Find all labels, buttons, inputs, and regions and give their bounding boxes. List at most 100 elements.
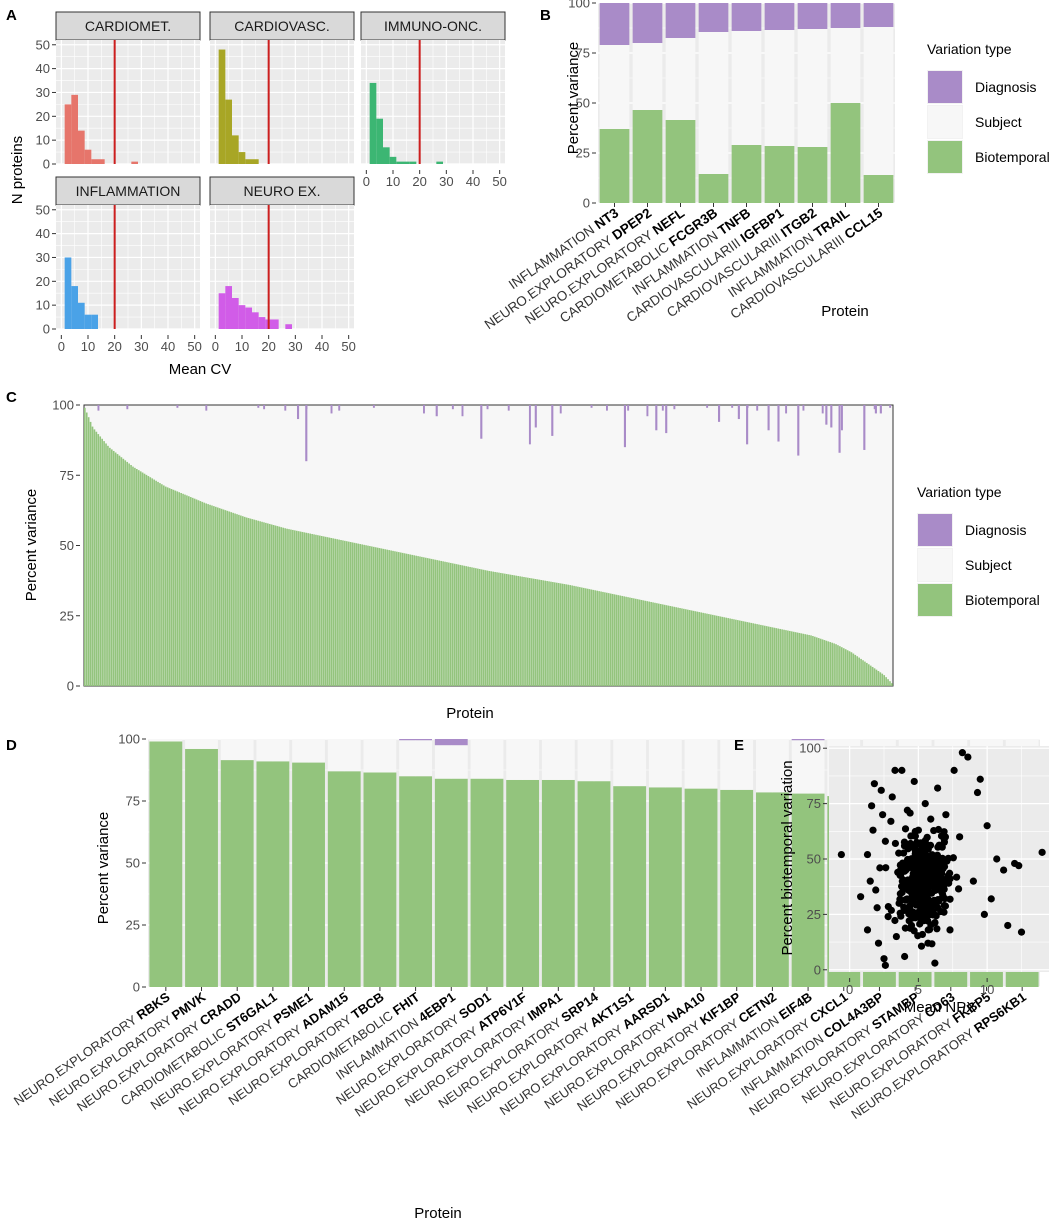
bar-biotemporal [405,553,408,686]
facet-strip [360,11,506,41]
bar-biotemporal [470,778,504,987]
bar-biotemporal [681,608,683,686]
bar-biotemporal [256,761,290,987]
scatter-point [896,890,904,898]
bar-biotemporal [95,431,98,686]
panel-label: B [540,7,551,24]
scatter-point [892,932,900,941]
bar-biotemporal [740,620,743,686]
bar-biotemporal [835,644,837,686]
bar-diagnosis [461,405,464,417]
bar-biotemporal [259,521,261,686]
scatter-point [945,879,953,887]
histogram-bar [84,149,92,164]
bar-biotemporal [424,557,427,686]
legend-key-biotemporal [918,584,952,616]
bar-biotemporal [490,571,493,686]
scatter-point [973,788,982,797]
bar-biotemporal [326,537,329,686]
bar-biotemporal [517,575,520,686]
bar-biotemporal [293,530,296,686]
bar-biotemporal [380,548,383,686]
scatter-point [837,850,845,859]
bar-biotemporal [617,595,620,686]
bar-biotemporal [846,650,849,686]
bar-diagnosis [717,405,721,422]
bar-biotemporal [307,533,310,686]
bar-biotemporal [243,516,246,686]
panel-e: 0 25 50 75 100 0 5 10 Percent biotemporal variat… [779,741,1049,1016]
bar-diagnosis [840,405,843,431]
bar-diagnosis [305,405,308,462]
scatter-point [914,850,922,858]
bar-diagnosis [435,405,438,417]
bar-biotemporal [594,590,597,686]
y-tick-label: 0 [583,196,590,211]
bar-biotemporal [642,600,645,686]
scatter-point [922,856,930,865]
y-tick-label: 50 [576,96,590,111]
bar-biotemporal [371,546,373,686]
facet-immuno-onc-: IMMUNO-ONC. 0 10 20 30 40 50 [360,11,507,189]
y-tick-label: 20 [36,109,50,124]
scatter-point [906,839,915,848]
bar-biotemporal [141,472,144,686]
scatter-point [873,904,881,912]
bar-subject [327,739,361,772]
legend-label-biotemporal: Biotemporal [975,149,1050,165]
bar-subject [648,739,682,788]
scatter-point [907,832,915,840]
bar-biotemporal [869,665,872,686]
bar-biotemporal [176,491,179,686]
x-axis-title: Mean NPX [904,999,977,1016]
bar-biotemporal [582,587,585,686]
bar-biotemporal [686,609,689,686]
bar-biotemporal [763,625,766,686]
bar-biotemporal [434,559,437,686]
bar-biotemporal [523,576,525,686]
bar-subject [577,739,611,782]
bar-diagnosis [528,405,531,445]
bar-biotemporal [658,603,660,686]
bar-diagnosis [889,405,892,408]
bar-biotemporal [694,611,697,686]
bar-diagnosis [126,405,129,410]
bar-biotemporal [426,558,429,686]
bar-biotemporal [575,586,577,686]
bar-biotemporal [632,598,635,686]
bar-biotemporal [126,461,129,686]
bar-biotemporal [297,531,300,686]
bar-biotemporal [421,556,423,686]
bar-subject [613,739,647,787]
bar-biotemporal [887,679,889,686]
bar-biotemporal [222,509,225,686]
bar-biotemporal [659,603,662,686]
bar-biotemporal [230,512,233,686]
bar-diagnosis [863,405,866,450]
bar-diagnosis [791,739,825,741]
bar-subject [632,43,663,110]
bar-biotemporal [528,577,531,686]
legend-key-diagnosis [918,514,952,546]
bar-biotemporal [311,533,313,686]
scatter-point [906,902,914,910]
bar-biotemporal [130,465,132,686]
bar-diagnosis [372,405,375,408]
bar-biotemporal [320,535,323,686]
bar-biotemporal [748,622,751,686]
histogram-bar [131,161,138,164]
bar-biotemporal [107,445,109,686]
bar-biotemporal [211,505,213,686]
x-tick-label: 50 [187,339,201,354]
bar-biotemporal [342,540,344,686]
bar-subject [731,31,762,145]
bar-biotemporal [340,540,342,686]
bar-biotemporal [207,504,209,686]
bar-biotemporal [505,573,508,686]
bar-subject [292,739,325,763]
bar-diagnosis [534,405,537,428]
bar-biotemporal [590,589,593,686]
bar-biotemporal [506,779,540,987]
bar-biotemporal [577,586,579,686]
bar-biotemporal [706,613,708,686]
